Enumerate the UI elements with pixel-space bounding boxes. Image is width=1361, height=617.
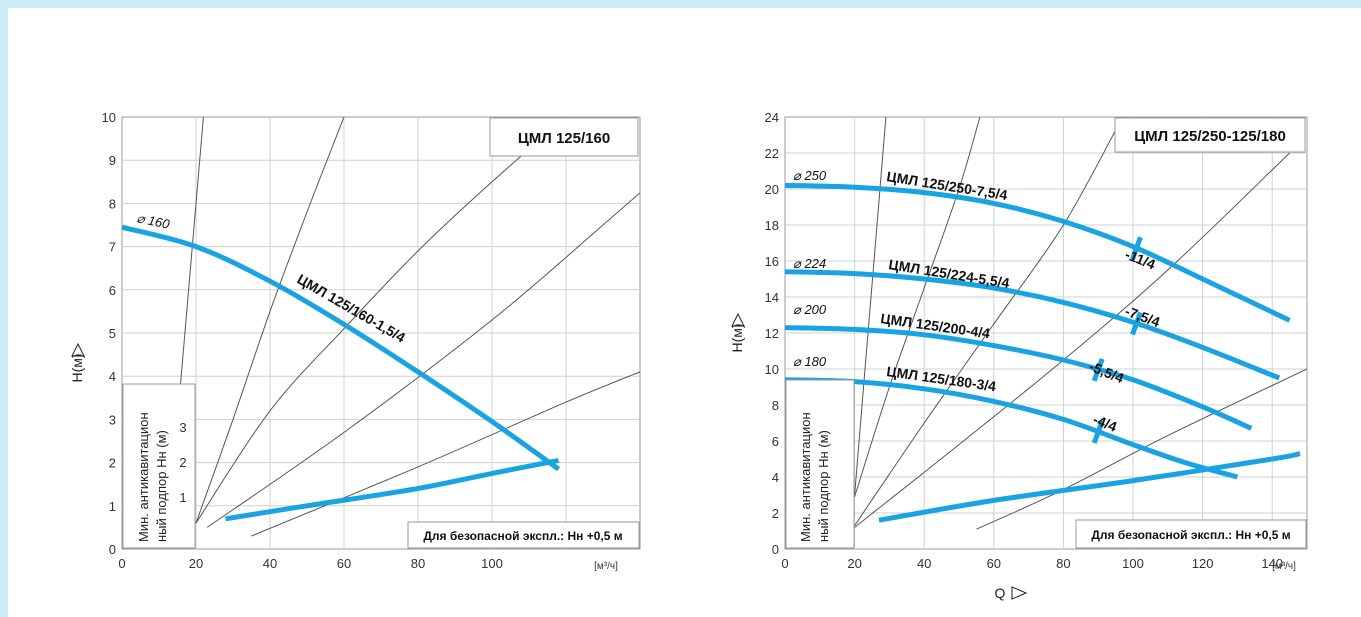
diameter-label: ⌀ 250: [793, 168, 827, 183]
npsh-scale-tick: 3: [179, 420, 186, 435]
y-axis-label: H(м): [729, 323, 745, 352]
y-tick-label: 18: [765, 218, 779, 233]
title-box: [489, 117, 639, 157]
system-curve: [206, 192, 640, 528]
extension-marker: [1130, 311, 1143, 336]
y-tick-label: 4: [772, 470, 779, 485]
system-curve: [854, 117, 887, 496]
pump-curve: [784, 269, 1281, 381]
x-tick-label: 80: [1056, 556, 1070, 571]
pump-curve: [784, 325, 1253, 431]
y-tick-label: 10: [102, 110, 116, 125]
y-tick-label: 1: [109, 499, 116, 514]
chart-title: ЦМЛ 125/250-125/180: [1134, 128, 1286, 145]
pump-curves: [121, 224, 561, 522]
y-tick-label: 0: [109, 542, 116, 557]
extension-marker: [1091, 420, 1105, 444]
chart-left: 0 20 40 60 80 100 0 1 2 3 4 5 6 7 8 9 10 ЦМЛ 125/160 Мин…: [69, 110, 641, 572]
diameter-label: ⌀ 224: [793, 256, 826, 271]
x-tick-label: 60: [987, 556, 1001, 571]
pump-curve: [121, 224, 561, 472]
pump-curves: [784, 182, 1301, 523]
x-tick-label: 40: [917, 556, 931, 571]
system-curve: [976, 368, 1307, 530]
x-tick-label: 20: [847, 556, 861, 571]
system-curve: [251, 371, 640, 537]
y-tick-label: 6: [772, 434, 779, 449]
pump-curve: [784, 377, 1239, 480]
y-tick-label: 24: [765, 110, 779, 125]
y-axis-label: H(м): [69, 353, 85, 382]
y-tick-label: 0: [772, 542, 779, 557]
title-box: [1114, 117, 1306, 153]
x-tick-label: 0: [781, 556, 788, 571]
note-box: [1075, 519, 1307, 549]
x-tick-label: 100: [481, 556, 503, 571]
x-tick-label: 100: [1122, 556, 1144, 571]
y-tick-label: 16: [765, 254, 779, 269]
x-tick-label: 120: [1192, 556, 1214, 571]
y-tick-label: 12: [765, 326, 779, 341]
y-tick-label: 3: [109, 412, 116, 427]
x-tick-label: 20: [189, 556, 203, 571]
safety-note: Для безопасной экспл.: Нн +0,5 м: [1091, 528, 1290, 542]
extension-marker: [1091, 358, 1105, 382]
npsh-label-box: [122, 383, 196, 549]
pump-curve: [784, 182, 1291, 323]
y-tick-label: 20: [765, 182, 779, 197]
chart-right: 0 20 40 60 80 100 120 140024681012141618202224 …: [729, 110, 1308, 601]
npsh-label-line2: ный подпор Нн (м): [816, 430, 831, 542]
npsh-scale-tick: 2: [179, 455, 186, 470]
y-axis-arrow-icon: [71, 342, 85, 357]
y-axis-arrow-icon: [731, 312, 745, 327]
y-tick-label: 9: [109, 153, 116, 168]
x-tick-label: 80: [411, 556, 425, 571]
x-axis-unit: [м³/ч]: [594, 561, 618, 572]
npsh-label-line1: Мин. антикавитацион: [798, 412, 813, 542]
npsh-label-box: [785, 379, 855, 549]
x-axis-label: Q: [995, 585, 1006, 601]
system-curve: [195, 117, 345, 524]
x-tick-label: 40: [263, 556, 277, 571]
note-box: [407, 521, 640, 549]
npsh-scale-tick: 1: [179, 490, 186, 505]
x-axis-unit: [м³/ч]: [1272, 561, 1296, 572]
y-tick-label: 5: [109, 326, 116, 341]
system-curves: [854, 117, 1307, 530]
chart-title: ЦМЛ 125/160: [518, 130, 610, 147]
x-tick-label: 0: [118, 556, 125, 571]
y-tick-label: 7: [109, 240, 116, 255]
y-tick-label: 8: [772, 398, 779, 413]
npsh-curve: [878, 451, 1301, 523]
y-tick-label: 6: [109, 283, 116, 298]
diameter-label: ⌀ 180: [793, 354, 827, 369]
diameter-label: ⌀ 160: [135, 210, 171, 232]
diameter-label: ⌀ 200: [793, 302, 827, 317]
system-curve: [854, 117, 981, 497]
y-tick-label: 2: [109, 456, 116, 471]
system-curve: [195, 117, 567, 524]
y-tick-label: 10: [765, 362, 779, 377]
extension-marker: [1130, 236, 1143, 261]
npsh-label-line1: Мин. антикавитацион: [136, 412, 151, 542]
y-tick-label: 2: [772, 506, 779, 521]
y-tick-label: 4: [109, 369, 116, 384]
npsh-label-line2: ный подпор Нн (м): [154, 430, 169, 542]
y-tick-label: 14: [765, 290, 779, 305]
safety-note: Для безопасной экспл.: Нн +0,5 м: [423, 529, 622, 543]
tick-labels: 0 20 40 60 80 100 0 1 2 3 4 5 6 7 8 9 10: [102, 110, 503, 571]
x-tick-label: 140: [1261, 556, 1283, 571]
x-axis-arrow-icon: [1011, 586, 1028, 600]
x-tick-label: 60: [337, 556, 351, 571]
system-curve: [854, 117, 1124, 526]
npsh-curve: [225, 457, 560, 522]
y-tick-label: 8: [109, 196, 116, 211]
y-tick-label: 22: [765, 146, 779, 161]
